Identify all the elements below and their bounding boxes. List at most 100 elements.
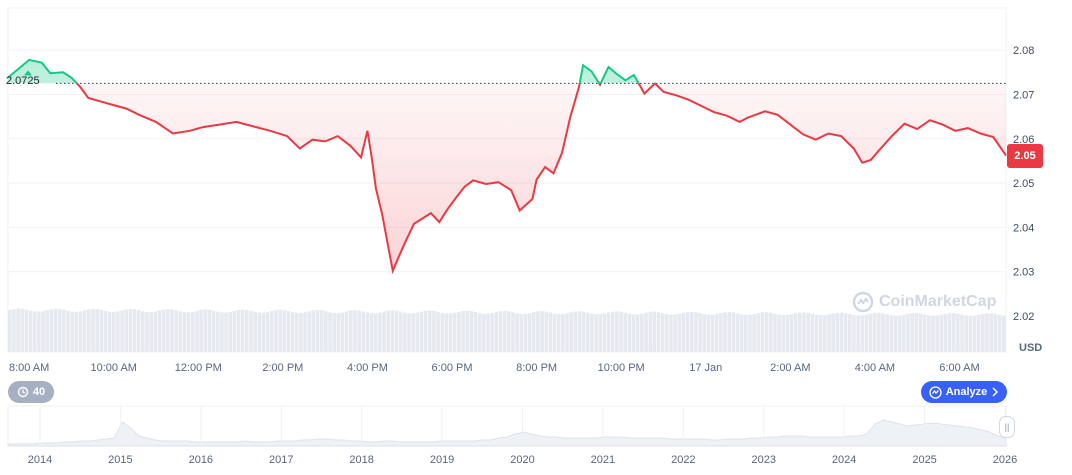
price-line (7, 58, 1007, 275)
volume-bar (818, 315, 823, 352)
volume-bar (170, 309, 174, 352)
volume-bar (182, 312, 187, 352)
volume-bar (444, 313, 449, 352)
volume-bar (752, 314, 756, 352)
volume-bar (232, 310, 237, 352)
volume-bar (660, 313, 665, 352)
volume-bar (411, 313, 415, 352)
volume-bar (943, 313, 948, 352)
volume-bar (24, 309, 29, 352)
volume-bar (290, 312, 295, 352)
volume-bar (823, 315, 827, 352)
volume-bar (174, 310, 178, 352)
volume-bar (889, 315, 894, 352)
navigator-year-label: 2019 (430, 454, 454, 466)
navigator-year-label: 2022 (671, 454, 695, 466)
volume-bar (623, 312, 628, 352)
y-tick-label: 2.04 (1013, 222, 1034, 234)
navigator-range-handle[interactable]: || (999, 416, 1015, 438)
volume-bar (103, 311, 108, 352)
volume-bar (610, 311, 615, 352)
volume-bar (415, 312, 420, 352)
navigator[interactable]: 2014 2015 2016 2017 2018 2019 2020 2021 2022 2023… (7, 405, 1017, 466)
volume-bar (378, 312, 382, 352)
volume-bar (1001, 315, 1006, 352)
volume-bar (723, 312, 727, 352)
volume-bar (656, 312, 661, 352)
volume-bar (789, 314, 794, 352)
volume-bar (781, 315, 786, 352)
volume-bar (906, 313, 910, 352)
volume-bar (768, 312, 773, 352)
volume-bar (706, 314, 711, 352)
volume-bar (544, 311, 549, 352)
volume-bar (810, 313, 815, 352)
volume-bar (735, 313, 740, 352)
volume-bar (590, 313, 594, 352)
volume-bar (665, 314, 669, 352)
volume-bar (885, 314, 890, 352)
chevron-right-icon (992, 387, 999, 397)
navigator-year-label: 2023 (752, 454, 776, 466)
navigator-year-label: 2024 (832, 454, 856, 466)
volume-bar (199, 309, 203, 352)
volume-bar (881, 313, 885, 352)
reference-price-label: 2.0725 (6, 75, 40, 87)
volume-bar (324, 311, 328, 352)
y-tick-label: 2.03 (1013, 267, 1034, 279)
volume-bar (294, 312, 299, 352)
volume-bar (548, 312, 553, 352)
volume-bar (777, 314, 781, 352)
volume-bar (702, 314, 707, 352)
volume-bar (245, 309, 249, 352)
volume-bar (315, 309, 320, 352)
volume-bar (390, 310, 395, 352)
volume-bar (586, 312, 590, 352)
x-tick-label: 4:00 PM (347, 362, 388, 374)
volume-bar (814, 314, 819, 352)
volume-bar (369, 313, 374, 352)
current-price-value: 2.05 (1014, 149, 1036, 162)
volume-bar (91, 308, 95, 352)
volume-bar (265, 312, 270, 352)
volume-bar (673, 314, 677, 352)
volume-bar (573, 311, 578, 352)
volume-bar (922, 314, 927, 352)
watermark-text: CoinMarketCap (879, 293, 997, 310)
volume-bar (931, 315, 935, 352)
volume-bar (852, 315, 856, 352)
volume-bar (423, 310, 428, 352)
y-tick-label: 2.05 (1013, 178, 1034, 190)
volume-bar (714, 313, 719, 352)
volume-bar (373, 313, 378, 352)
x-tick-label: 4:00 AM (855, 362, 895, 374)
volume-bar (744, 315, 748, 352)
x-tick-label: 2:00 AM (770, 362, 810, 374)
volume-bar (935, 315, 939, 352)
volume-bar (87, 309, 91, 352)
volume-bar (419, 311, 424, 352)
volume-bar (856, 315, 860, 352)
y-axis: 2.08 2.07 2.06 2.05 2.04 2.03 2.02 (1013, 45, 1034, 323)
history-icon (17, 386, 29, 398)
volume-bar (116, 311, 120, 352)
y-tick-label: 2.07 (1013, 89, 1034, 101)
volume-bar (57, 308, 62, 352)
volume-bar (469, 311, 474, 352)
history-button[interactable]: 40 (8, 381, 54, 403)
volume-bar (839, 312, 844, 352)
volume-bar (311, 310, 316, 352)
volume-bar (860, 315, 865, 352)
currency-unit-label: USD (1019, 342, 1043, 354)
volume-bar (914, 312, 919, 352)
volume-bar (128, 309, 133, 352)
volume-bar (615, 311, 619, 352)
volume-bar (486, 313, 490, 352)
x-tick-label: 2:00 PM (262, 362, 303, 374)
analyze-button[interactable]: Analyze (921, 381, 1007, 403)
volume-bar (153, 311, 158, 352)
volume-bar (806, 312, 810, 352)
history-count: 40 (32, 386, 46, 398)
